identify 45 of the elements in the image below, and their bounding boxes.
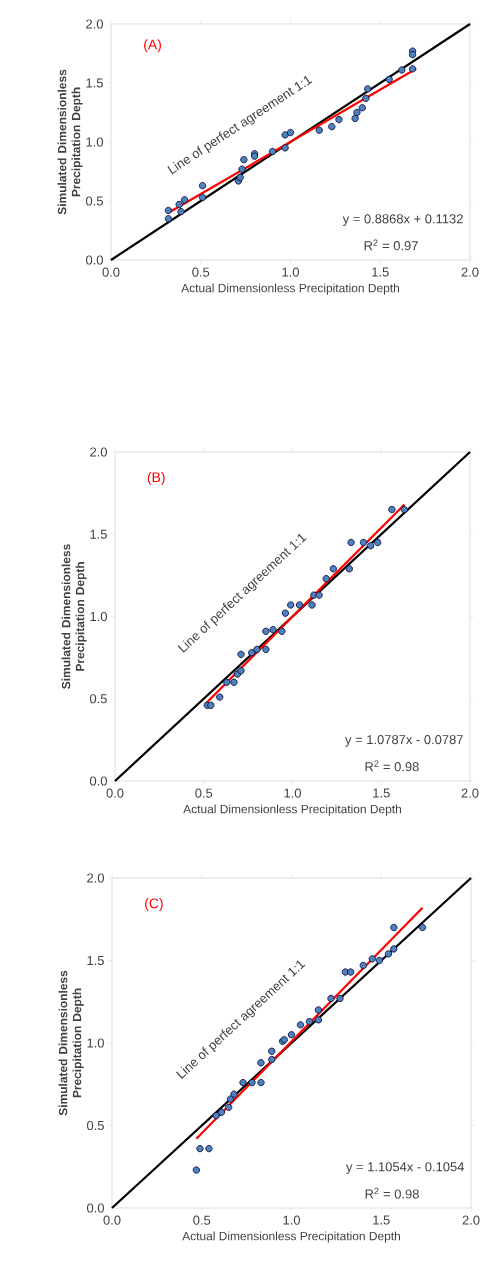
x-tick-label: 0.0 (103, 1215, 121, 1225)
y-tick-label: 0.0 (86, 1203, 104, 1213)
annotation: y = 0.8868x + 0.1132 (342, 214, 463, 226)
x-axis-title: Actual Dimensionless Precipitation Depth (181, 283, 399, 295)
y-tick-label: 1.5 (90, 529, 107, 539)
y-tick-label: 1.5 (87, 955, 104, 966)
annotation: y = 1.0787x - 0.0787 (345, 734, 463, 747)
annotation: y = 1.1054x - 0.1054 (346, 1162, 465, 1174)
x-tick-label: 0.5 (192, 267, 210, 277)
text: (B) (147, 471, 165, 485)
x-tick-label: 1.5 (373, 788, 390, 798)
y-tick-label: 1.0 (90, 611, 107, 622)
x-tick-label: 2.0 (461, 267, 479, 277)
y-tick-label: 0.0 (89, 776, 107, 786)
annotation: R$^{2}$ = 0.97 (364, 239, 418, 251)
x-tick-label: 1.0 (283, 1215, 300, 1225)
y-tick-label: 0.5 (86, 1120, 104, 1131)
annotation: R$^{2}$ = 0.98 (365, 760, 419, 772)
y-axis-title: Simulated Dimensionless Precipitation Depth (57, 69, 83, 215)
y-axis-title: Simulated Dimensionless Precipitation Depth (61, 544, 87, 689)
y-tick-label: 1.0 (87, 1038, 104, 1048)
x-tick-label: 0.5 (195, 788, 213, 798)
x-tick-label: 0.5 (193, 1215, 211, 1225)
text: (A) (144, 39, 161, 53)
x-tick-label: 2.0 (462, 1215, 480, 1225)
y-tick-label: 0.5 (85, 196, 103, 206)
x-axis-title: Actual Dimensionless Precipitation Depth (183, 804, 401, 816)
x-tick-label: 1.5 (373, 1215, 390, 1225)
y-tick-label: 0.0 (85, 255, 103, 265)
text: (C) (145, 898, 163, 912)
y-tick-label: 2.0 (86, 19, 103, 29)
x-tick-label: 0.0 (106, 788, 124, 798)
y-tick-label: 2.0 (87, 873, 104, 883)
y-axis-title: Simulated Dimensionless Precipitation Depth (58, 970, 84, 1116)
y-tick-label: 0.5 (89, 694, 107, 704)
x-tick-label: 1.5 (372, 267, 389, 277)
x-tick-label: 1.0 (282, 267, 299, 277)
y-tick-label: 1.5 (86, 78, 103, 88)
x-axis-title: Actual Dimensionless Precipitation Depth (182, 1231, 400, 1243)
annotation: R$^{2}$ = 0.98 (365, 1187, 419, 1199)
y-tick-label: 2.0 (90, 447, 107, 457)
x-tick-label: 2.0 (461, 788, 479, 798)
x-tick-label: 1.0 (284, 788, 301, 798)
x-tick-label: 0.0 (102, 267, 120, 277)
y-tick-label: 1.0 (86, 137, 103, 147)
